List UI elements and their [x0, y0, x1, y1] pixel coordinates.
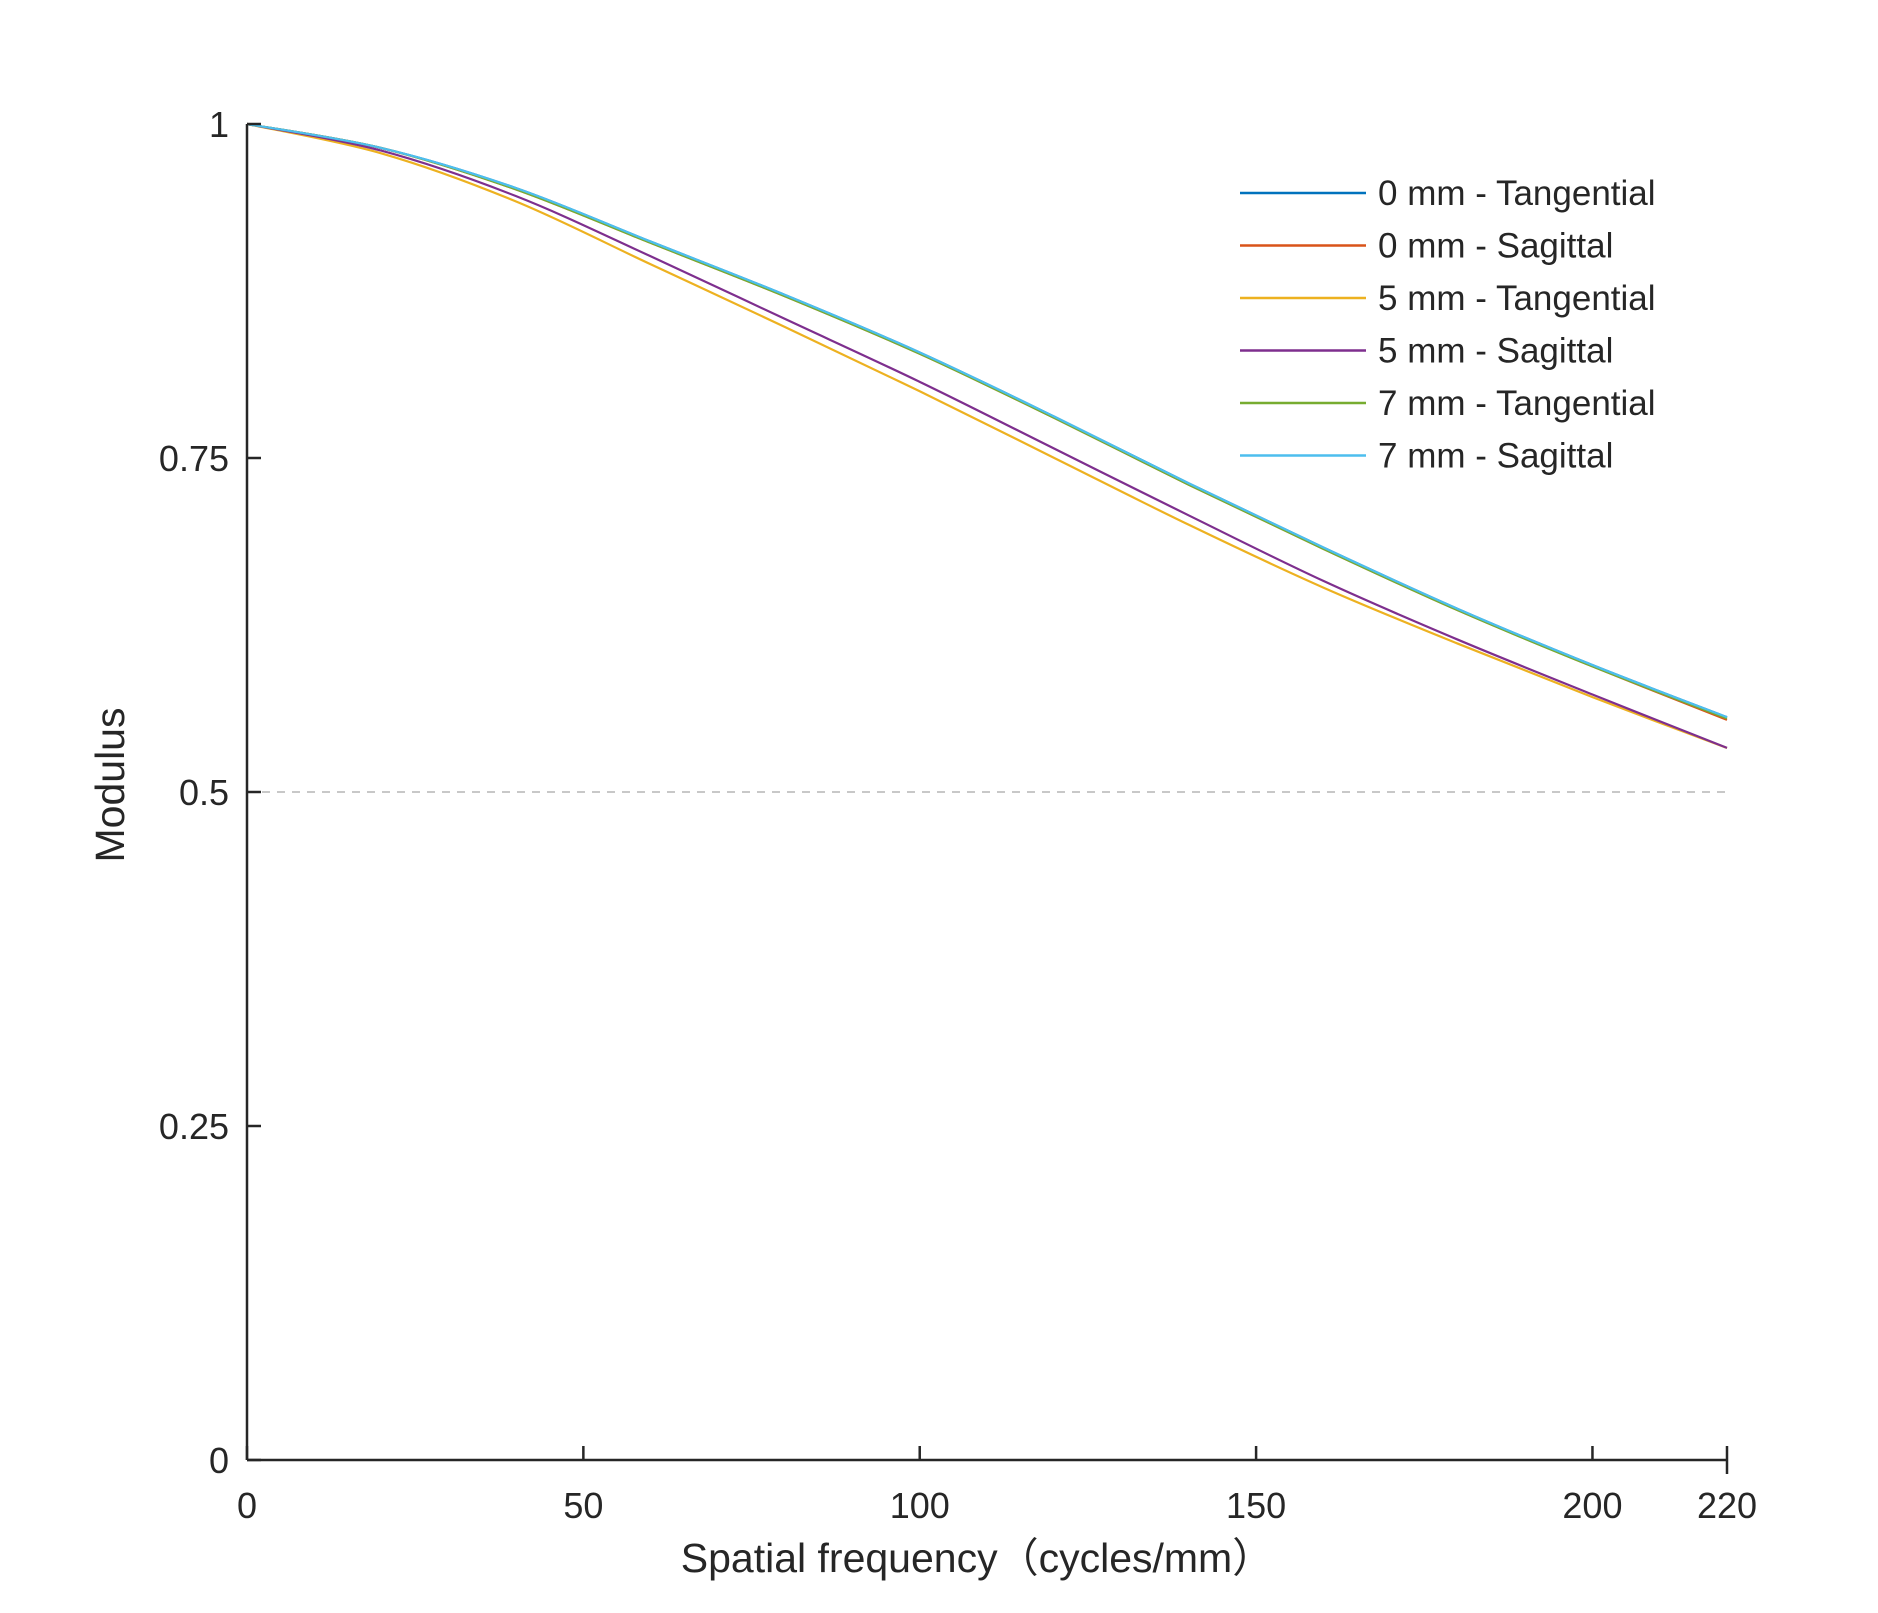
- y-tick-label: 0.25: [159, 1106, 229, 1147]
- legend-label-5-mm-sagittal: 5 mm - Sagittal: [1378, 332, 1613, 371]
- x-tick-label: 150: [1226, 1485, 1286, 1526]
- legend-label-7-mm-tangential: 7 mm - Tangential: [1378, 384, 1656, 423]
- y-tick-label: 0.5: [179, 772, 229, 813]
- x-tick-label: 220: [1697, 1485, 1757, 1526]
- legend-label-0-mm-sagittal: 0 mm - Sagittal: [1378, 227, 1613, 266]
- x-tick-label: 0: [237, 1485, 257, 1526]
- x-tick-label: 50: [563, 1485, 603, 1526]
- legend-label-0-mm-tangential: 0 mm - Tangential: [1378, 174, 1656, 213]
- series-line-5-mm-sagittal: [246, 122, 1728, 749]
- series-line-7-mm-sagittal: [246, 122, 1728, 719]
- legend-label-7-mm-sagittal: 7 mm - Sagittal: [1378, 437, 1613, 476]
- legend-label-5-mm-tangential: 5 mm - Tangential: [1378, 279, 1656, 318]
- y-tick-label: 0.75: [159, 438, 229, 479]
- legend: 0 mm - Tangential 0 mm - Sagittal 5 mm - T…: [1240, 174, 1656, 476]
- x-axis-label: Spatial frequency（cycles/mm）: [681, 1535, 1273, 1581]
- y-tick-label: 1: [209, 104, 229, 145]
- x-tick-label: 200: [1562, 1485, 1622, 1526]
- x-tick-label: 100: [890, 1485, 950, 1526]
- y-tick-label: 0: [209, 1440, 229, 1481]
- y-axis-label: Modulus: [87, 708, 133, 863]
- series-layer: [246, 122, 1728, 749]
- ticks-layer: 0 50 100 150 200 220 0 0.25 0.5 0.75 1: [159, 104, 1757, 1526]
- series-line-5-mm-tangential: [246, 122, 1728, 749]
- series-line-7-mm-tangential: [246, 122, 1728, 720]
